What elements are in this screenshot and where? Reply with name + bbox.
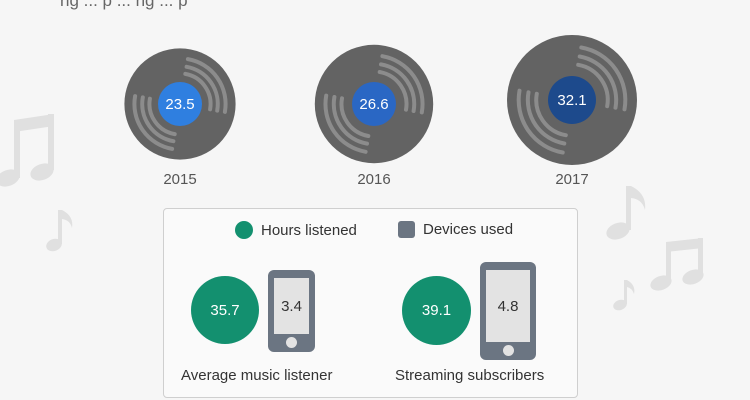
legend-devices-swatch (398, 221, 415, 238)
year-label-2017: 2017 (555, 171, 589, 188)
vinyl-groove (183, 71, 213, 112)
phone-home-button (286, 337, 297, 348)
devices-value-average: 3.4 (274, 278, 309, 334)
music-note-icon (650, 238, 704, 291)
vinyl-groove (140, 95, 176, 144)
legend-hours-swatch (235, 221, 253, 239)
vinyl-groove (379, 62, 417, 113)
smartphone-icon: 4.8 (480, 262, 536, 360)
vinyl-record-2017: 32.1 (507, 35, 637, 165)
value-label-2015: 23.5 (165, 96, 194, 113)
music-note-icon (0, 114, 54, 187)
group-label-average: Average music listener (181, 367, 333, 384)
vinyl-record-2015: 23.5 (124, 48, 236, 160)
vinyl-groove (339, 96, 371, 138)
legend-devices-label: Devices used (423, 221, 514, 238)
vinyl-groove (576, 62, 610, 109)
hours-circle-streaming: 39.1 (402, 276, 471, 345)
legend-hours-label: Hours listened (261, 221, 357, 239)
vinyl-groove (147, 96, 177, 137)
vinyl-groove (132, 94, 175, 151)
vinyl-label (548, 76, 596, 124)
vinyl-groove (516, 88, 565, 155)
vinyl-groove (185, 57, 228, 114)
vinyl-groove (184, 64, 220, 113)
phone-home-button (502, 345, 514, 356)
group-label-streaming: Streaming subscribers (395, 367, 545, 384)
year-label-2016: 2016 (357, 171, 391, 188)
vinyl-groove (377, 70, 409, 112)
top-caption: ng ... p ... ng ... p (60, 0, 188, 10)
hours-circle-average: 35.7 (191, 276, 259, 344)
music-note-icon (606, 186, 646, 240)
vinyl-chart: 23.5 26.6 32.1 (124, 35, 637, 165)
value-label-2017: 32.1 (557, 92, 586, 109)
vinyl-groove (579, 45, 628, 112)
vinyl-groove (525, 90, 567, 146)
music-note-icon (46, 210, 73, 252)
legend-hours: Hours listened (235, 221, 357, 239)
vinyl-groove (380, 54, 425, 115)
vinyl-label (158, 82, 202, 126)
vinyl-groove (577, 54, 619, 110)
value-label-2016: 26.6 (359, 96, 388, 113)
vinyl-label (352, 82, 396, 126)
vinyl-record-2016: 26.6 (314, 44, 434, 164)
devices-value-streaming: 4.8 (486, 270, 530, 342)
vinyl-groove (534, 91, 568, 138)
legend-devices: Devices used (398, 221, 513, 238)
year-label-2015: 2015 (163, 171, 197, 188)
music-note-icon (613, 280, 635, 311)
vinyl-groove (331, 95, 369, 146)
smartphone-icon: 3.4 (268, 270, 315, 352)
vinyl-groove (323, 93, 368, 154)
comparison-panel: Hours listened Devices used 35.7 3.4 Ave… (163, 208, 578, 398)
